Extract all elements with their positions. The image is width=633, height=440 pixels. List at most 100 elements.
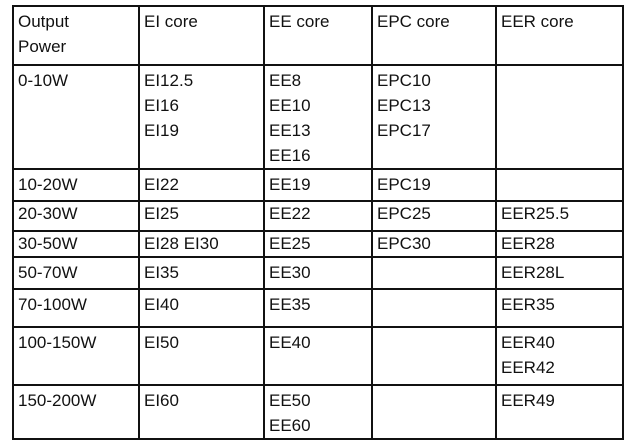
table-cell: EE19 [263,168,373,202]
cell-text: EER40 [501,333,555,352]
cell-text: EE19 [269,175,311,194]
cell-text: EPC30 [377,234,431,253]
table-cell: EE25 [263,230,373,258]
cell-text: EE60 [269,416,311,435]
table-cell: 100-150W [12,326,140,386]
table-cell: EE30 [263,256,373,290]
cell-text: EE50 [269,391,311,410]
cell-text: EE13 [269,121,311,140]
table-cell: EE50 EE60 [263,384,373,440]
header-cell: EI core [138,5,265,66]
cell-text: EE16 [269,146,311,165]
cell-text: EPC core [377,12,450,31]
cell-text: EPC10 [377,71,431,90]
table-cell: EI40 [138,288,265,328]
table-cell: EPC19 [371,168,497,202]
table-row: 30-50W EI28 EI30 EE25 EPC30 EER28 [12,230,624,258]
table-cell: EER35 [495,288,624,328]
cell-text: EPC25 [377,204,431,223]
header-cell: EPC core [371,5,497,66]
table-cell: EI22 [138,168,265,202]
table-cell: 30-50W [12,230,140,258]
cell-text: EI25 [144,204,179,223]
table-cell: EPC30 [371,230,497,258]
cell-text: EI40 [144,295,179,314]
cell-text: EE core [269,12,330,31]
cell-text: EER49 [501,391,555,410]
table-cell: 50-70W [12,256,140,290]
cell-text: EI28 EI30 [144,234,219,253]
cell-text: Power [18,37,67,56]
table-row: 50-70W EI35 EE30 EER28L [12,256,624,290]
table-cell: EE22 [263,200,373,232]
cell-text: EE40 [269,333,311,352]
cell-text: EE25 [269,234,311,253]
table-cell: EER28L [495,256,624,290]
cell-text: EI50 [144,333,179,352]
table-cell [371,256,497,290]
cell-text: EE22 [269,204,311,223]
cell-text: EER42 [501,358,555,377]
table-cell: EER49 [495,384,624,440]
cell-text: EE35 [269,295,311,314]
table-cell: EPC25 [371,200,497,232]
cell-text: EER28L [501,263,565,282]
header-cell: Output Power [12,5,140,66]
table-cell: EI25 [138,200,265,232]
table-row: 70-100W EI40 EE35 EER35 [12,288,624,328]
cell-text: EE10 [269,96,311,115]
cell-text: EI35 [144,263,179,282]
table-cell: EI35 [138,256,265,290]
table-cell: EI50 [138,326,265,386]
table-cell: 150-200W [12,384,140,440]
core-table: Output Power EI core EE core EPC core EER cor… [12,5,624,440]
cell-text: EI19 [144,121,179,140]
table-cell: 70-100W [12,288,140,328]
cell-text: EI12.5 [144,71,194,90]
cell-text: EPC17 [377,121,431,140]
cell-text: 0-10W [18,71,69,90]
table-cell [371,384,497,440]
table-cell: EER25.5 [495,200,624,232]
cell-text: 150-200W [18,391,97,410]
header-row: Output Power EI core EE core EPC core EER cor… [12,5,624,66]
cell-text: EPC19 [377,175,431,194]
cell-text: 70-100W [18,295,87,314]
table-cell [371,288,497,328]
table-cell [371,326,497,386]
table-row: 100-150W EI50 EE40 EER40 EER42 [12,326,624,386]
table-cell: 0-10W [12,64,140,170]
table-row: 150-200W EI60 EE50 EE60 EER49 [12,384,624,440]
cell-text: EI core [144,12,198,31]
table-cell: EE35 [263,288,373,328]
cell-text: EER35 [501,295,555,314]
table-cell: EI12.5 EI16 EI19 [138,64,265,170]
table-cell: EE40 [263,326,373,386]
header-cell: EE core [263,5,373,66]
table-cell [495,64,624,170]
cell-text: EER28 [501,234,555,253]
cell-text: 10-20W [18,175,78,194]
header-cell: EER core [495,5,624,66]
table-row: 10-20W EI22 EE19 EPC19 [12,168,624,202]
table-row: 0-10W EI12.5 EI16 EI19 EE8 EE10 EE13 EE16 EPC10 E… [12,64,624,170]
cell-text: 100-150W [18,333,97,352]
table-cell: EPC10 EPC13 EPC17 [371,64,497,170]
cell-text: EE30 [269,263,311,282]
table-cell [495,168,624,202]
cell-text: EE8 [269,71,302,90]
cell-text: 50-70W [18,263,78,282]
cell-text: EPC13 [377,96,431,115]
table-cell: EER28 [495,230,624,258]
table-cell: 20-30W [12,200,140,232]
cell-text: EI60 [144,391,179,410]
table-cell: 10-20W [12,168,140,202]
table-cell: EER40 EER42 [495,326,624,386]
cell-text: Output [18,12,70,31]
table-cell: EE8 EE10 EE13 EE16 [263,64,373,170]
table-cell: EI60 [138,384,265,440]
cell-text: EER core [501,12,574,31]
cell-text: EER25.5 [501,204,570,223]
cell-text: 20-30W [18,204,78,223]
